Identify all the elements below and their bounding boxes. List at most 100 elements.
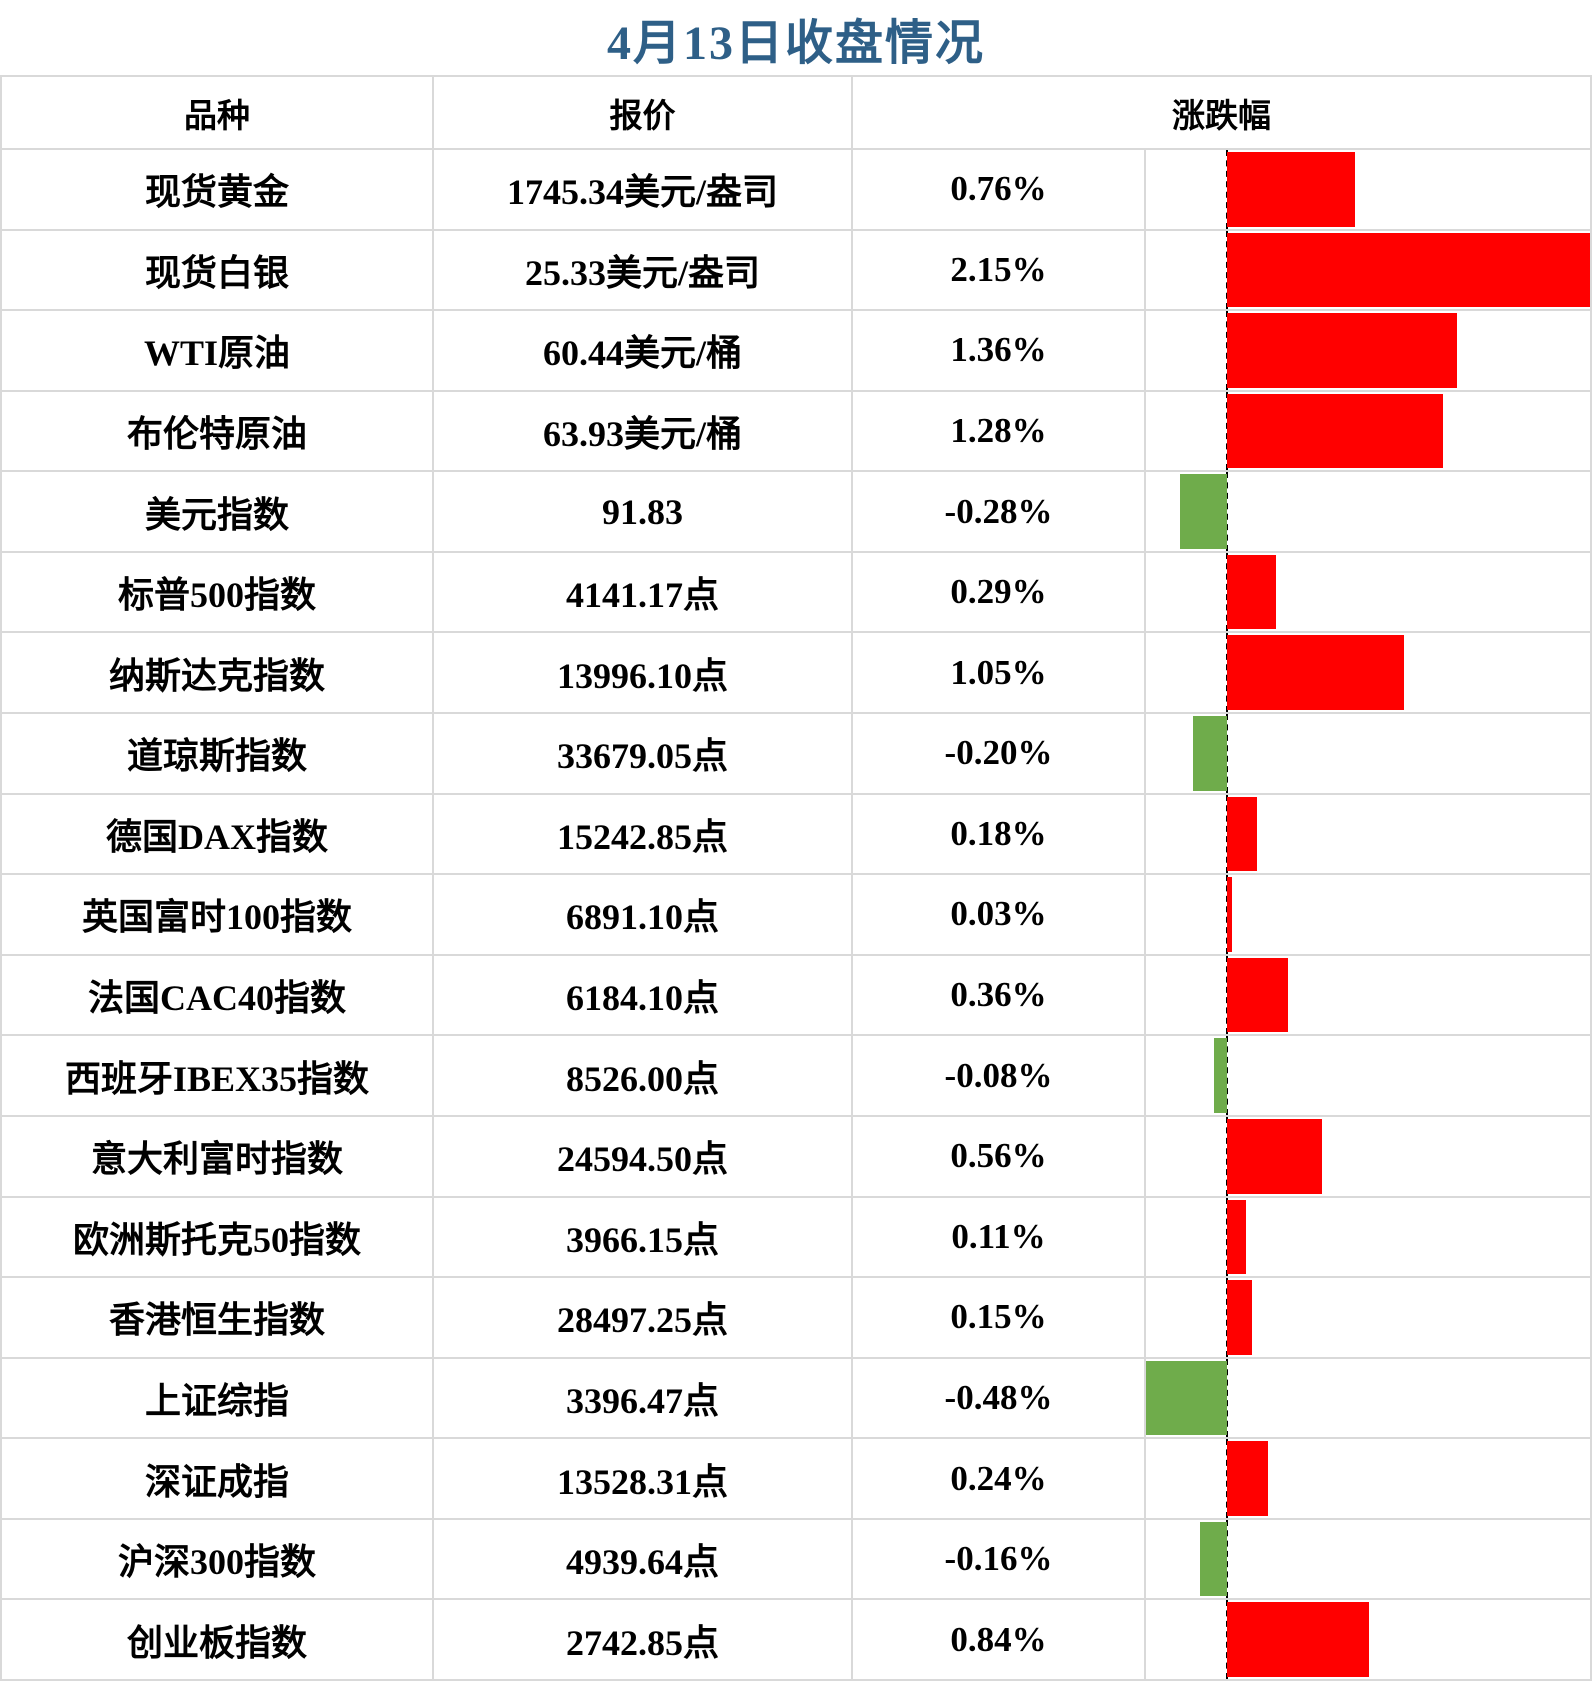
quote-label: 91.83 [602, 491, 683, 532]
change-label: 0.18% [950, 813, 1047, 853]
quote-cell: 28497.25点 [434, 1278, 853, 1357]
instrument-label: 纳斯达克指数 [108, 655, 325, 696]
instrument-label: 英国富时100指数 [81, 897, 352, 938]
change-cell: -0.08% [853, 1036, 1146, 1115]
instrument-cell: 创业板指数 [2, 1600, 434, 1679]
change-cell: 1.36% [853, 311, 1146, 390]
instrument-cell: 现货黄金 [2, 150, 434, 229]
instrument-cell: 现货白银 [2, 230, 434, 310]
instrument-cell: 西班牙IBEX35指数 [2, 1036, 434, 1115]
quote-cell: 3966.15点 [434, 1197, 853, 1277]
bar-cell [1146, 1439, 1590, 1518]
change-cell: 0.56% [853, 1116, 1146, 1196]
zero-axis-line [1226, 714, 1229, 793]
table-row: 西班牙IBEX35指数 8526.00点 -0.08% [2, 1036, 1590, 1117]
change-label: 1.28% [950, 411, 1047, 451]
table-row: 现货黄金 1745.34美元/盎司 0.76% [2, 150, 1590, 231]
change-label: 2.15% [950, 249, 1047, 289]
change-cell: 2.15% [853, 230, 1146, 310]
quote-cell: 91.83 [434, 472, 853, 551]
quote-cell: 4939.64点 [434, 1519, 853, 1599]
bar-cell [1146, 794, 1590, 874]
change-bar [1179, 474, 1228, 549]
instrument-cell: 标普500指数 [2, 552, 434, 632]
quote-cell: 25.33美元/盎司 [434, 230, 853, 310]
change-label: 0.24% [950, 1458, 1047, 1498]
quote-cell: 63.93美元/桶 [434, 391, 853, 471]
instrument-label: 欧洲斯托克50指数 [72, 1219, 361, 1260]
change-bar [1227, 1441, 1268, 1516]
bar-cell [1146, 391, 1590, 471]
instrument-cell: 德国DAX指数 [2, 794, 434, 874]
instrument-cell: 意大利富时指数 [2, 1116, 434, 1196]
change-bar [1227, 1602, 1369, 1677]
change-label: -0.16% [944, 1539, 1053, 1579]
quote-label: 2742.85点 [565, 1622, 719, 1663]
quote-cell: 13996.10点 [434, 633, 853, 713]
header-change: 涨跌幅 [1172, 98, 1271, 135]
instrument-label: 深证成指 [144, 1461, 289, 1502]
quote-cell: 6891.10点 [434, 875, 853, 954]
instrument-label: 西班牙IBEX35指数 [64, 1058, 370, 1099]
quote-label: 60.44美元/桶 [542, 333, 742, 374]
table-row: WTI原油 60.44美元/桶 1.36% [2, 311, 1590, 392]
quote-label: 3396.47点 [565, 1380, 719, 1421]
instrument-cell: 深证成指 [2, 1439, 434, 1518]
instrument-cell: 英国富时100指数 [2, 875, 434, 954]
change-cell: 0.03% [853, 875, 1146, 954]
quote-cell: 8526.00点 [434, 1036, 853, 1115]
quote-label: 1745.34美元/盎司 [506, 172, 778, 213]
change-bar [1227, 1118, 1322, 1194]
bar-cell [1146, 633, 1590, 713]
instrument-cell: WTI原油 [2, 311, 434, 390]
change-label: 1.05% [950, 652, 1047, 692]
quote-label: 13996.10点 [556, 655, 728, 696]
change-cell: 0.76% [853, 150, 1146, 229]
bar-cell [1146, 150, 1590, 229]
change-cell: -0.20% [853, 714, 1146, 793]
instrument-label: 现货白银 [144, 252, 289, 293]
instrument-label: 法国CAC40指数 [88, 978, 346, 1019]
quote-label: 4939.64点 [565, 1542, 719, 1583]
bar-cell [1146, 472, 1590, 551]
quote-label: 6184.10点 [565, 978, 719, 1019]
zero-axis-line [1226, 472, 1229, 551]
change-cell: 1.05% [853, 633, 1146, 713]
bar-cell [1146, 552, 1590, 632]
quote-cell: 3396.47点 [434, 1358, 853, 1438]
change-label: -0.28% [944, 491, 1053, 531]
zero-axis-line [1226, 1358, 1229, 1438]
table-row: 布伦特原油 63.93美元/桶 1.28% [2, 391, 1590, 473]
instrument-cell: 沪深300指数 [2, 1519, 434, 1599]
instrument-cell: 法国CAC40指数 [2, 955, 434, 1035]
quote-cell: 13528.31点 [434, 1439, 853, 1518]
instrument-label: WTI原油 [143, 333, 291, 374]
bar-cell [1146, 1197, 1590, 1277]
change-bar [1227, 232, 1590, 308]
change-bar [1227, 1280, 1253, 1355]
instrument-cell: 香港恒生指数 [2, 1278, 434, 1357]
change-cell: -0.48% [853, 1358, 1146, 1438]
quote-cell: 15242.85点 [434, 794, 853, 874]
change-bar [1227, 635, 1405, 711]
quote-label: 25.33美元/盎司 [524, 252, 760, 293]
instrument-cell: 欧洲斯托克50指数 [2, 1197, 434, 1277]
instrument-cell: 布伦特原油 [2, 391, 434, 471]
table-row: 英国富时100指数 6891.10点 0.03% [2, 875, 1590, 956]
zero-axis-line [1226, 1036, 1229, 1115]
quote-label: 3966.15点 [565, 1219, 719, 1260]
change-label: -0.20% [944, 733, 1053, 773]
bar-cell [1146, 1358, 1590, 1438]
table-header: 品种 报价 涨跌幅 [0, 75, 1592, 150]
quote-cell: 24594.50点 [434, 1116, 853, 1196]
instrument-cell: 上证综指 [2, 1358, 434, 1438]
change-bar [1227, 1199, 1246, 1275]
table-row: 深证成指 13528.31点 0.24% [2, 1439, 1590, 1520]
change-label: -0.08% [944, 1055, 1053, 1095]
table-row: 纳斯达克指数 13996.10点 1.05% [2, 633, 1590, 715]
bar-cell [1146, 1519, 1590, 1599]
change-cell: -0.16% [853, 1519, 1146, 1599]
table-row: 创业板指数 2742.85点 0.84% [2, 1600, 1590, 1681]
table-row: 现货白银 25.33美元/盎司 2.15% [2, 230, 1590, 312]
